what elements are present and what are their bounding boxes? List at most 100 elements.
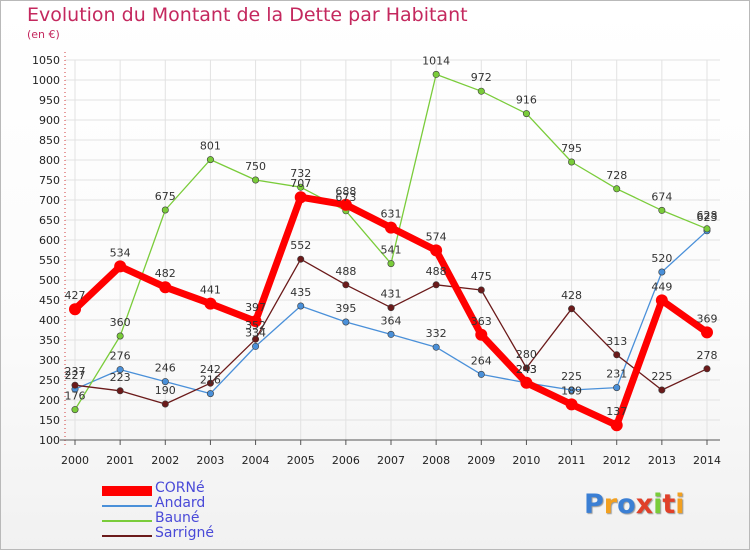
y-tick-label: 250	[39, 374, 60, 387]
x-tick-label: 2007	[377, 454, 405, 467]
series-3-point	[477, 286, 485, 294]
series-3-data-label: 280	[516, 348, 537, 361]
series-0-point	[701, 326, 713, 339]
series-3-data-label: 488	[335, 265, 356, 278]
series-2-point	[477, 87, 485, 95]
series-3-point	[342, 281, 350, 289]
series-2-point	[252, 176, 260, 184]
series-1-data-label: 246	[155, 362, 176, 375]
series-1-point	[116, 366, 124, 374]
series-3-point	[658, 386, 666, 394]
logo-letter: i	[653, 489, 663, 520]
x-tick-label: 2008	[422, 454, 450, 467]
series-2-data-label: 728	[606, 169, 627, 182]
series-0-point	[294, 191, 307, 204]
logo-letter: P	[584, 489, 604, 520]
x-tick-label: 2002	[151, 454, 179, 467]
legend-label: Sarrigné	[155, 525, 214, 541]
series-2-point	[432, 70, 440, 78]
series-1-point	[477, 370, 485, 378]
series-3-point	[116, 387, 124, 395]
series-3-data-label: 488	[426, 265, 447, 278]
series-1-point	[252, 342, 260, 350]
y-tick-label: 400	[39, 314, 60, 327]
series-0-data-label: 574	[426, 230, 447, 243]
series-1-data-label: 332	[426, 327, 447, 340]
y-tick-label: 1000	[32, 74, 60, 87]
series-0-data-label: 243	[516, 363, 537, 376]
series-0-data-label: 189	[561, 384, 582, 397]
series-1-point	[297, 302, 305, 310]
series-2-point	[522, 110, 530, 118]
series-3-data-label: 278	[697, 349, 718, 362]
series-2-data-label: 1014	[422, 54, 450, 67]
series-2-data-label: 674	[651, 190, 672, 203]
series-0-point	[610, 419, 623, 432]
series-2-point	[613, 185, 621, 193]
x-tick-label: 2014	[693, 454, 721, 467]
x-tick-label: 2012	[603, 454, 631, 467]
series-3-point	[703, 365, 711, 373]
y-tick-label: 750	[39, 174, 60, 187]
series-0-point	[565, 398, 578, 411]
series-1-point	[342, 318, 350, 326]
y-tick-label: 450	[39, 294, 60, 307]
series-3-point	[387, 304, 395, 312]
series-0-point	[249, 315, 262, 328]
series-2-data-label: 541	[381, 244, 402, 257]
series-0-data-label: 137	[606, 405, 627, 418]
series-3-point	[613, 351, 621, 359]
series-0-point	[114, 260, 127, 273]
series-3-data-label: 313	[606, 335, 627, 348]
series-3-point	[522, 364, 530, 372]
series-0-point	[475, 328, 488, 341]
y-tick-label: 800	[39, 154, 60, 167]
series-1-point	[206, 390, 214, 398]
series-0-point	[655, 294, 668, 307]
series-3-point	[161, 400, 169, 408]
series-0-data-label: 397	[245, 301, 266, 314]
y-tick-label: 550	[39, 254, 60, 267]
proxiti-logo: Proxiti	[584, 489, 685, 520]
series-3-data-label: 352	[245, 319, 266, 332]
y-tick-label: 650	[39, 214, 60, 227]
x-tick-label: 2005	[287, 454, 315, 467]
series-0-point	[69, 303, 81, 316]
legend-swatch	[102, 535, 152, 537]
series-2-data-label: 972	[471, 71, 492, 84]
legend-item: Andard	[102, 495, 302, 513]
series-0-data-label: 449	[651, 280, 672, 293]
x-tick-label: 2006	[332, 454, 360, 467]
series-2-point	[206, 156, 214, 164]
series-1-point	[613, 384, 621, 392]
series-2-data-label: 795	[561, 142, 582, 155]
series-1-data-label: 334	[245, 326, 266, 339]
series-2-data-label: 675	[155, 190, 176, 203]
series-3-data-label: 552	[290, 239, 311, 252]
series-1-data-label: 231	[606, 368, 627, 381]
series-3-point	[297, 255, 305, 263]
chart-title: Evolution du Montant de la Dette par Hab…	[27, 4, 468, 26]
y-tick-label: 100	[39, 434, 60, 447]
x-tick-label: 2003	[196, 454, 224, 467]
series-1-point	[568, 386, 576, 394]
series-3-point	[568, 305, 576, 313]
series-3-data-label: 428	[561, 289, 582, 302]
legend-label: CORNé	[155, 480, 205, 496]
legend-label: Bauné	[155, 510, 200, 526]
series-1-point	[387, 330, 395, 338]
series-0-data-label: 482	[155, 267, 176, 280]
legend-swatch	[102, 520, 152, 522]
series-0-point	[339, 198, 352, 211]
series-1-data-label: 216	[200, 374, 221, 387]
series-0-data-label: 631	[381, 208, 402, 221]
x-tick-label: 2013	[648, 454, 676, 467]
series-2-data-label: 628	[697, 209, 718, 222]
legend-swatch	[102, 486, 152, 496]
series-3-data-label: 475	[471, 270, 492, 283]
series-0-data-label: 427	[65, 289, 86, 302]
series-3-data-label: 242	[200, 363, 221, 376]
series-2-point	[703, 225, 711, 233]
